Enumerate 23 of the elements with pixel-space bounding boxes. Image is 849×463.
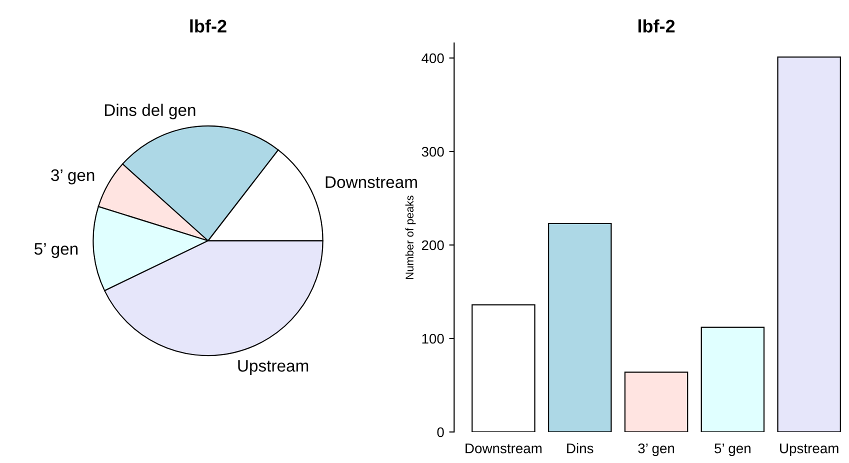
slice-label: 5’ gen xyxy=(34,243,78,258)
bar xyxy=(700,326,765,432)
chart-title: lbf-2 xyxy=(638,19,675,33)
slice-label: Downstream xyxy=(326,176,417,188)
y-tick-label: 400 xyxy=(422,53,444,64)
x-tick-label: Downstream xyxy=(466,444,542,454)
y-tick-label: 100 xyxy=(422,334,444,344)
y-tick-label: 200 xyxy=(422,240,444,250)
x-tick-label: Upstream xyxy=(780,444,838,456)
slice-label: Upstream xyxy=(238,360,308,376)
x-tick-label: 5’ gen xyxy=(714,444,750,456)
bar xyxy=(548,222,612,432)
slice-label: 3’ gen xyxy=(51,169,94,184)
y-tick-label: 300 xyxy=(422,146,444,157)
x-tick-label: Dins xyxy=(567,443,594,454)
slice-label: Dins del gen xyxy=(105,104,196,120)
chart-title: lbf-2 xyxy=(190,19,226,33)
bar xyxy=(624,372,688,432)
y-tick-label: 0 xyxy=(437,427,444,438)
y-axis-title: Number of peaks xyxy=(405,196,416,279)
bar xyxy=(777,56,841,432)
x-tick-label: 3’ gen xyxy=(638,443,674,456)
bar xyxy=(472,304,536,432)
